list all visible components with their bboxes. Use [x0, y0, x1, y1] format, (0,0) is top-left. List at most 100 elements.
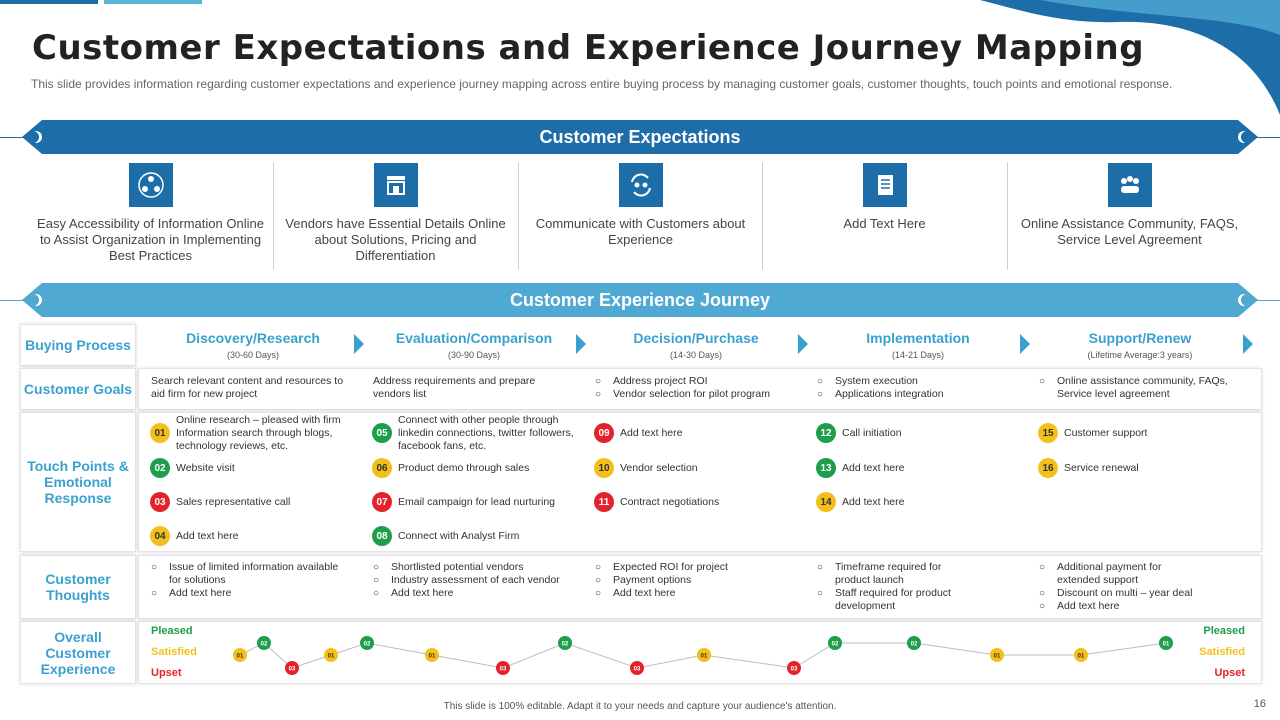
touch-point: 02 Website visit: [150, 458, 360, 478]
goal-bullet: Applications integration: [817, 388, 1017, 401]
thought-bullet: Staff required for product development: [817, 587, 977, 613]
touch-point: 03 Sales representative call: [150, 492, 360, 512]
touch-point-number: 14: [816, 492, 836, 512]
goal-list: Online assistance community, FAQs, Servi…: [1039, 375, 1229, 401]
experience-point: 01: [1074, 648, 1088, 662]
level-label-pleased-left: Pleased: [151, 625, 193, 637]
touch-point: 07 Email campaign for lead nurturing: [372, 492, 582, 512]
thought-bullet: Discount on multi – year deal: [1039, 587, 1199, 600]
svg-text:01: 01: [328, 654, 335, 660]
thought-bullet: Additional payment for extended support: [1039, 561, 1199, 587]
expectation-item: Communicate with Customers about Experie…: [518, 160, 763, 270]
stage-name: Discovery/Research: [186, 330, 320, 346]
thought-bullet: Add text here: [595, 587, 795, 600]
touch-point-text: Website visit: [176, 461, 235, 474]
touch-point-number: 05: [372, 423, 392, 443]
journey-banner-title: Customer Experience Journey: [509, 290, 771, 310]
svg-text:03: 03: [791, 667, 798, 673]
touch-point-number: 07: [372, 492, 392, 512]
thought-bullet: Issue of limited information available f…: [151, 561, 346, 587]
top-accent-bar-dark: [0, 0, 98, 4]
svg-text:03: 03: [500, 667, 507, 673]
experience-point: 01: [233, 648, 247, 662]
stage-days: (30-60 Days): [226, 350, 280, 360]
stage-name: Evaluation/Comparison: [395, 330, 553, 346]
expectation-text: Vendors have Essential Details Online ab…: [285, 216, 506, 263]
expectation-item: Vendors have Essential Details Online ab…: [273, 160, 518, 270]
divider: [273, 162, 274, 270]
expectations-banner: Customer Expectations: [0, 120, 1280, 154]
top-accent-bar-light: [104, 0, 202, 4]
experience-point: 01: [324, 648, 338, 662]
row-label-customer-goals: Customer Goals: [20, 368, 136, 410]
touch-point-text: Contract negotiations: [620, 495, 720, 508]
thought-bullet: Shortlisted potential vendors: [373, 561, 583, 574]
touch-point-number: 10: [594, 458, 614, 478]
stage-days: (14-30 Days): [669, 350, 723, 360]
chevron-right-icon: [1243, 334, 1253, 354]
page-title: Customer Expectations and Experience Jou…: [32, 28, 1145, 68]
experience-point: 02: [558, 636, 572, 650]
stages-row: [138, 324, 1260, 364]
touch-point-number: 06: [372, 458, 392, 478]
row-label-touch-points: Touch Points & Emotional Response: [20, 412, 136, 552]
touch-point-number: 01: [150, 423, 170, 443]
corner-wave-decoration: [980, 0, 1280, 115]
touch-point-number: 03: [150, 492, 170, 512]
svg-text:02: 02: [364, 642, 371, 648]
people-network-icon: [128, 163, 173, 207]
storefront-icon: [373, 163, 418, 207]
goal-bullet: Vendor selection for pilot program: [595, 388, 800, 401]
touch-point-number: 15: [1038, 423, 1058, 443]
expectation-text: Add Text Here: [843, 216, 926, 231]
svg-text:02: 02: [261, 642, 268, 648]
row-label-customer-thoughts: Customer Thoughts: [20, 555, 136, 619]
touch-point: 05 Connect with other people through link…: [372, 414, 582, 452]
level-label-upset-left: Upset: [151, 667, 182, 679]
goal-list: Address project ROI Vendor selection for…: [595, 375, 800, 401]
experience-point: 03: [496, 661, 510, 675]
thought-list: Issue of limited information available f…: [151, 561, 346, 600]
thought-bullet: Timeframe required for product launch: [817, 561, 977, 587]
experience-point: 01: [1159, 636, 1173, 650]
touch-point: 10 Vendor selection: [594, 458, 804, 478]
touch-point-text: Vendor selection: [620, 461, 698, 474]
touch-point-text: Service renewal: [1064, 461, 1139, 474]
journey-banner: Customer Experience Journey: [0, 283, 1280, 317]
experience-point: 03: [787, 661, 801, 675]
touch-point-number: 13: [816, 458, 836, 478]
touch-point-text: Add text here: [620, 426, 683, 439]
divider: [518, 162, 519, 270]
footer-note: This slide is 100% editable. Adapt it to…: [443, 701, 837, 712]
touch-point-text: Sales representative call: [176, 495, 291, 508]
thought-list: Additional payment for extended support …: [1039, 561, 1199, 613]
goal-bullet: Online assistance community, FAQs, Servi…: [1039, 375, 1229, 401]
experience-point: 01: [697, 648, 711, 662]
page-number: 16: [1253, 698, 1266, 710]
touch-point-text: Connect with Analyst Firm: [398, 529, 520, 542]
touch-points-row: [138, 412, 1262, 552]
experience-point: 01: [990, 648, 1004, 662]
stage-name: Decision/Purchase: [633, 330, 759, 346]
thought-bullet: Add text here: [151, 587, 346, 600]
touch-point-text: Call initiation: [842, 426, 902, 439]
experience-point: 02: [828, 636, 842, 650]
touch-point: 12 Call initiation: [816, 423, 1026, 443]
stage-name: Implementation: [866, 330, 970, 346]
svg-text:03: 03: [634, 667, 641, 673]
thought-bullet: Industry assessment of each vendor: [373, 574, 583, 587]
chevron-right-icon: [576, 334, 586, 354]
svg-text:01: 01: [701, 654, 708, 660]
svg-text:01: 01: [1078, 654, 1085, 660]
goal-text: Address requirements and prepare vendors…: [373, 375, 536, 400]
stage-days: (30-90 Days): [447, 350, 501, 360]
expectation-item: Add Text Here: [762, 160, 1007, 270]
chevron-right-icon: [1020, 334, 1030, 354]
svg-text:01: 01: [994, 654, 1001, 660]
touch-point-text: Add text here: [176, 529, 239, 542]
touch-point: 16 Service renewal: [1038, 458, 1248, 478]
stage-days: (14-21 Days): [891, 350, 945, 360]
svg-text:03: 03: [289, 667, 296, 673]
thought-bullet: Add text here: [1039, 600, 1199, 613]
experience-point: 01: [425, 648, 439, 662]
